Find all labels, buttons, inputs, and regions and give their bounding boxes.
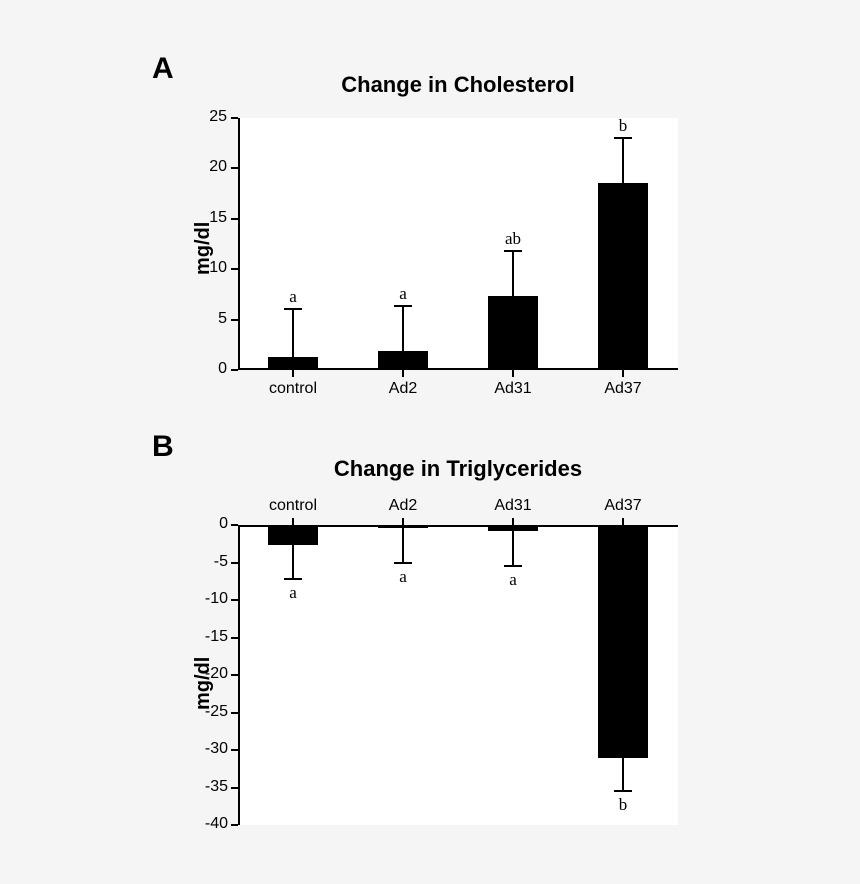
chart-b-bar: [598, 525, 648, 758]
chart-a-errorbar-stem: [292, 309, 294, 357]
chart-b-ytick-label: -35: [190, 778, 228, 796]
chart-b-errorbar-stem: [292, 545, 294, 580]
chart-a-category-label: Ad2: [363, 380, 443, 398]
chart-a-errorbar-cap: [394, 305, 412, 307]
chart-b-bar: [268, 525, 318, 545]
chart-a-ytick-label: 20: [193, 158, 227, 176]
chart-b-ytick-label: -30: [190, 740, 228, 758]
chart-a-errorbar-stem: [622, 138, 624, 182]
chart-a-significance-label: ab: [493, 229, 533, 249]
chart-a-category-label: control: [253, 380, 333, 398]
chart-b-errorbar-cap: [284, 578, 302, 580]
chart-b-significance-label: a: [383, 567, 423, 587]
panel-b-label: B: [152, 430, 174, 464]
chart-b-ytick: [231, 787, 238, 789]
chart-a-plot-area: 0510152025controlaAd2aAd31abAd37b: [238, 118, 678, 370]
chart-b-y-axis: [238, 525, 240, 825]
chart-a-errorbar-cap: [504, 250, 522, 252]
chart-b-ytick: [231, 637, 238, 639]
chart-a-xtick: [622, 370, 624, 377]
chart-a-xtick: [402, 370, 404, 377]
chart-b-ytick-label: 0: [190, 515, 228, 533]
chart-b-ytick-label: -40: [190, 815, 228, 833]
chart-b-errorbar-stem: [402, 528, 404, 563]
chart-a-errorbar-cap: [614, 137, 632, 139]
chart-a-bar: [268, 357, 318, 370]
chart-b-xtick: [402, 518, 404, 525]
chart-b-ytick: [231, 749, 238, 751]
chart-b-xtick: [622, 518, 624, 525]
chart-a-ytick: [231, 117, 238, 119]
chart-b-ytick: [231, 824, 238, 826]
chart-a-errorbar-stem: [512, 251, 514, 296]
chart-b-ylabel: mg/dl: [192, 657, 215, 710]
chart-b-ytick: [231, 674, 238, 676]
chart-b-errorbar-stem: [622, 758, 624, 792]
chart-a-ytick: [231, 268, 238, 270]
chart-a-category-label: Ad31: [473, 380, 553, 398]
chart-b-ytick-label: -5: [190, 553, 228, 571]
chart-b-ytick: [231, 599, 238, 601]
chart-a-category-label: Ad37: [583, 380, 663, 398]
chart-a-title: Change in Cholesterol: [218, 72, 698, 98]
chart-b-errorbar-cap: [614, 790, 632, 792]
chart-a-y-axis: [238, 118, 240, 370]
chart-b-ytick-label: -15: [190, 628, 228, 646]
chart-b-xtick: [512, 518, 514, 525]
figure-page: A Change in Cholesterol 0510152025contro…: [0, 0, 860, 884]
chart-a-ytick: [231, 369, 238, 371]
chart-b-xtick: [292, 518, 294, 525]
chart-b-ytick: [231, 712, 238, 714]
chart-a-xtick: [512, 370, 514, 377]
chart-b-category-label: Ad37: [583, 497, 663, 515]
chart-a-errorbar-stem: [402, 306, 404, 350]
panel-a-label: A: [152, 52, 174, 86]
chart-a-ytick-label: 25: [193, 108, 227, 126]
chart-a-xtick: [292, 370, 294, 377]
chart-a-ytick: [231, 218, 238, 220]
chart-a-significance-label: b: [603, 116, 643, 136]
chart-b-category-label: Ad2: [363, 497, 443, 515]
chart-a-ytick: [231, 167, 238, 169]
chart-a-bar: [598, 183, 648, 370]
chart-b-category-label: Ad31: [473, 497, 553, 515]
chart-a-bar: [488, 296, 538, 370]
chart-b-errorbar-cap: [394, 562, 412, 564]
chart-a-ytick: [231, 319, 238, 321]
chart-b-title: Change in Triglycerides: [218, 456, 698, 482]
chart-b-ytick: [231, 562, 238, 564]
chart-a-errorbar-cap: [284, 308, 302, 310]
chart-b-ytick: [231, 524, 238, 526]
chart-b-errorbar-cap: [504, 565, 522, 567]
chart-b-significance-label: a: [273, 583, 313, 603]
chart-a-ytick-label: 0: [193, 360, 227, 378]
chart-a-significance-label: a: [273, 287, 313, 307]
chart-a-ylabel: mg/dl: [192, 222, 215, 275]
chart-b-category-label: control: [253, 497, 333, 515]
chart-b-significance-label: a: [493, 570, 533, 590]
chart-a-bar: [378, 351, 428, 370]
chart-b-ytick-label: -10: [190, 590, 228, 608]
chart-b-errorbar-stem: [512, 531, 514, 566]
chart-b-plot-area: 0-5-10-15-20-25-30-35-40controlaAd2aAd31…: [238, 525, 678, 825]
chart-a-ytick-label: 5: [193, 310, 227, 328]
chart-a-significance-label: a: [383, 284, 423, 304]
chart-b-significance-label: b: [603, 795, 643, 815]
